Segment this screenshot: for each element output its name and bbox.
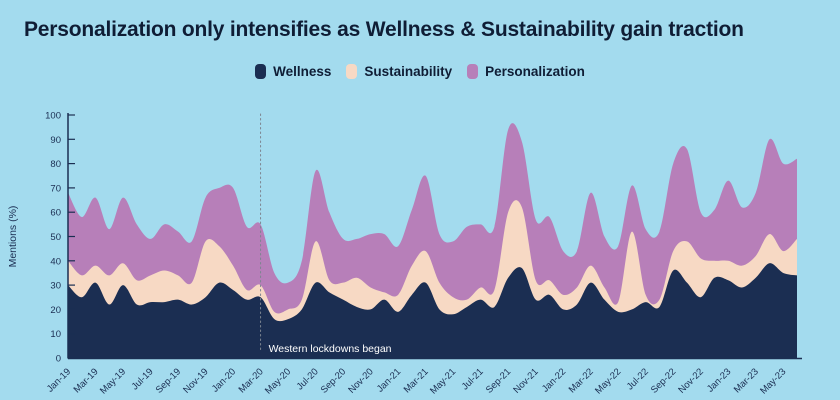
x-tick-label: May-22 [593, 366, 623, 396]
x-tick-label: Mar-21 [402, 366, 431, 395]
y-tick-label: 30 [50, 281, 61, 292]
x-tick-label: Mar-23 [732, 366, 761, 395]
x-tick-label: Mar-19 [72, 366, 101, 395]
x-tick-label: Jul-22 [625, 366, 651, 392]
y-tick-label: 100 [45, 111, 61, 122]
y-tick-label: 80 [50, 159, 61, 170]
x-tick-label: Mar-20 [237, 366, 266, 395]
area-wellness [68, 263, 797, 358]
x-tick-label: Sep-21 [484, 366, 513, 395]
x-tick-label: Nov-20 [346, 366, 375, 395]
x-tick-label: Jan-22 [540, 366, 568, 394]
x-tick-label: Jan-19 [45, 366, 73, 394]
x-tick-label: May-23 [758, 366, 788, 396]
y-axis-title: Mentions (%) [7, 206, 19, 268]
x-tick-label: Jul-19 [130, 366, 156, 392]
y-tick-label: 10 [50, 329, 61, 340]
y-tick-label: 0 [56, 354, 61, 365]
y-tick-label: 70 [50, 183, 61, 194]
y-tick-label: 40 [50, 256, 61, 267]
legend-label-personalization: Personalization [485, 64, 585, 79]
legend-label-sustainability: Sustainability [364, 64, 453, 79]
legend-label-wellness: Wellness [273, 64, 332, 79]
x-tick-label: Sep-19 [154, 366, 183, 395]
y-tick-label: 50 [50, 232, 61, 243]
legend-item-personalization[interactable]: Personalization [467, 64, 585, 79]
page-title: Personalization only intensifies as Well… [24, 18, 744, 41]
x-tick-label: Jan-21 [375, 366, 403, 394]
wellness-swatch-icon [255, 64, 267, 79]
x-tick-label: May-19 [98, 366, 128, 396]
legend-item-wellness[interactable]: Wellness [255, 64, 331, 79]
x-tick-label: Sep-20 [319, 366, 348, 395]
legend-item-sustainability[interactable]: Sustainability [346, 64, 452, 79]
chart-legend: Wellness Sustainability Personalization [0, 64, 840, 79]
personalization-swatch-icon [467, 64, 479, 79]
y-tick-label: 90 [50, 135, 61, 146]
lockdown-annotation: Western lockdowns began [269, 343, 392, 355]
x-tick-label: Mar-22 [567, 366, 596, 395]
x-tick-label: Jul-20 [295, 366, 321, 392]
x-tick-label: Sep-22 [649, 366, 678, 395]
x-tick-label: Jan-20 [210, 366, 238, 394]
x-tick-label: Jul-21 [460, 366, 486, 392]
x-tick-label: Nov-19 [181, 366, 210, 395]
x-tick-label: May-20 [263, 366, 293, 396]
x-tick-label: May-21 [428, 366, 458, 396]
y-tick-label: 20 [50, 305, 61, 316]
x-tick-label: Nov-21 [511, 366, 540, 395]
sustainability-swatch-icon [346, 64, 358, 79]
y-tick-label: 60 [50, 208, 61, 219]
x-tick-label: Nov-22 [676, 366, 705, 395]
x-tick-label: Jan-23 [705, 366, 733, 394]
